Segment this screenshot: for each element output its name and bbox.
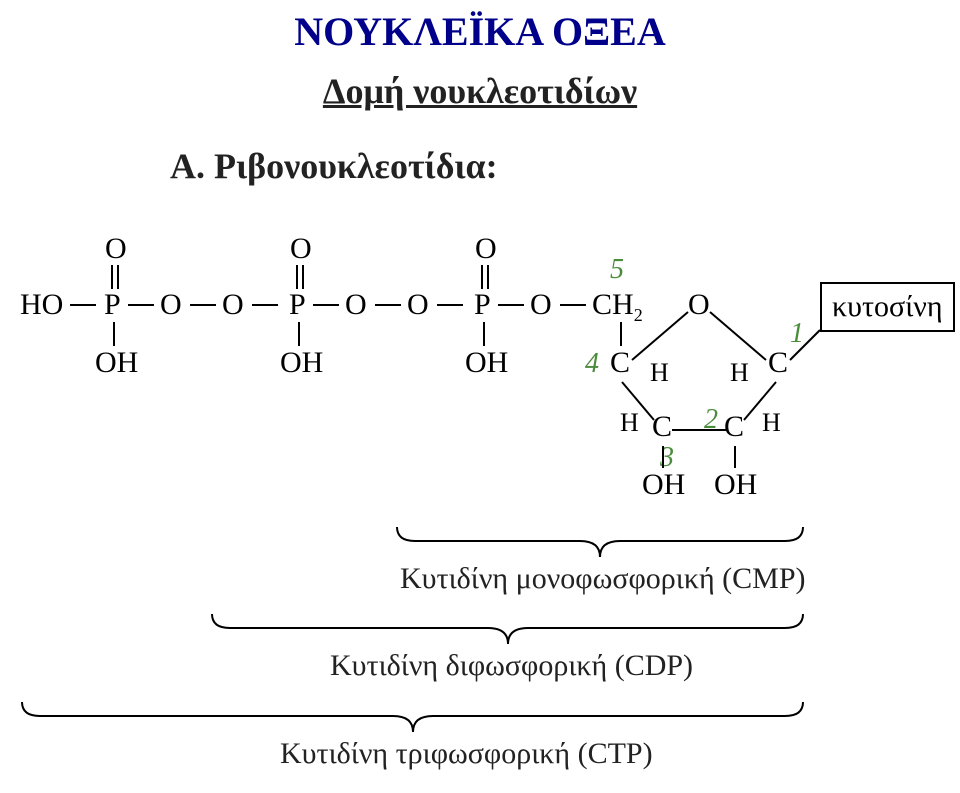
carbon-number-2: 2 — [704, 404, 718, 436]
bond — [128, 304, 154, 306]
atom-c3: C — [652, 410, 672, 444]
brace-cmp — [395, 525, 805, 561]
atom-oh: OH — [95, 346, 138, 380]
atom-p: P — [289, 288, 306, 322]
atom-h: H — [620, 408, 639, 438]
atom-o: O — [105, 232, 127, 266]
atom-c2: C — [724, 410, 744, 444]
atom-o: O — [290, 232, 312, 266]
bond — [734, 446, 736, 468]
ribose-ring — [560, 290, 860, 510]
atom-oh: OH — [280, 346, 323, 380]
carbon-number-5: 5 — [610, 254, 624, 286]
bond — [113, 322, 115, 346]
bond — [313, 304, 339, 306]
bond — [375, 304, 401, 306]
carbon-number-4: 4 — [585, 348, 599, 380]
section-heading: Α. Ριβονουκλεοτίδια: — [170, 145, 498, 187]
bond — [111, 265, 113, 289]
atom-h: H — [650, 358, 669, 388]
atom-oh: OH — [465, 346, 508, 380]
caption-ctp: Κυτιδίνη τριφωσφορική (CTP) — [280, 737, 653, 771]
bond — [296, 265, 298, 289]
atom-o: O — [475, 232, 497, 266]
page-subtitle: Δομή νουκλεοτιδίων — [0, 70, 960, 112]
atom-h: H — [730, 358, 749, 388]
bond — [481, 265, 483, 289]
bond — [298, 322, 300, 346]
bond — [483, 322, 485, 346]
atom-p: P — [474, 288, 491, 322]
bond — [117, 265, 119, 289]
bond — [70, 304, 96, 306]
atom-oh: OH — [642, 468, 685, 502]
atom-o-ring: O — [688, 288, 710, 322]
atom-o: O — [530, 288, 552, 322]
atom-o: O — [160, 288, 182, 322]
atom-oh: OH — [714, 468, 757, 502]
page-title: ΝΟΥΚΛΕΪΚΑ ΟΞΕΑ — [0, 8, 960, 55]
bond — [302, 265, 304, 289]
bond — [437, 304, 463, 306]
bond — [662, 446, 664, 468]
bond — [487, 265, 489, 289]
bond — [190, 304, 216, 306]
caption-cdp: Κυτιδίνη διφωσφορική (CDP) — [330, 649, 693, 683]
brace-ctp — [20, 700, 805, 736]
atom-c4: C — [610, 346, 630, 380]
atom-p: P — [104, 288, 121, 322]
bond — [252, 304, 278, 306]
atom-c1: C — [768, 346, 788, 380]
caption-cmp: Κυτιδίνη μονοφωσφορική (CMP) — [400, 562, 806, 596]
atom-o: O — [345, 288, 367, 322]
atom-h: H — [762, 408, 781, 438]
base-label-box: κυτοσίνη — [820, 282, 955, 332]
atom-ho: HO — [20, 288, 63, 322]
atom-o: O — [222, 288, 244, 322]
carbon-number-1: 1 — [790, 318, 804, 350]
atom-o: O — [407, 288, 429, 322]
bond — [498, 304, 524, 306]
brace-cdp — [210, 612, 805, 648]
